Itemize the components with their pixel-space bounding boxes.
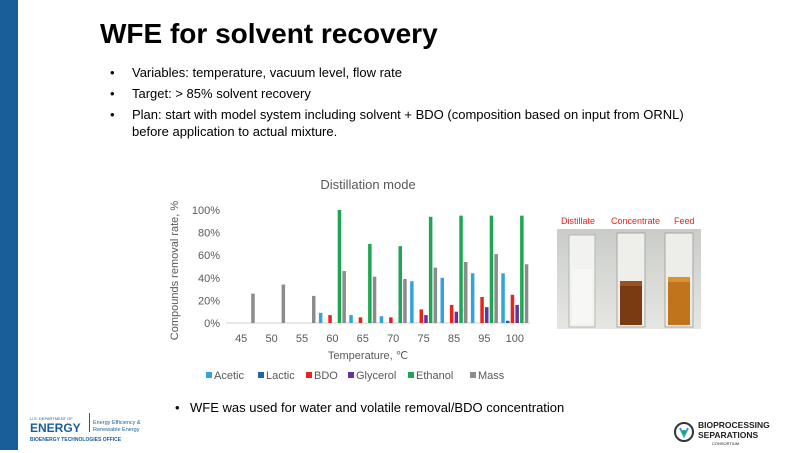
left-accent-bar: [0, 0, 18, 450]
bullet-item: Plan: start with model system including …: [110, 106, 710, 140]
x-tick-label: 50: [265, 333, 277, 345]
doe-sub: BIOENERGY TECHNOLOGIES OFFICE: [30, 437, 122, 443]
x-axis-label: Temperature, ℃: [328, 350, 408, 362]
bar-mass: [312, 295, 316, 323]
y-tick-label: 60%: [198, 250, 220, 262]
slide-title: WFE for solvent recovery: [100, 18, 438, 49]
x-tick-label: 45: [235, 333, 247, 345]
bar-glycerol: [454, 311, 459, 323]
doe-office1: Energy Efficiency &: [93, 420, 141, 426]
bar-bdo: [419, 309, 423, 323]
y-axis-label: Compounds removal rate, %: [169, 201, 181, 341]
bar-bdo: [328, 315, 332, 323]
legend-swatch: [348, 372, 354, 378]
legend-label: Lactic: [266, 370, 295, 382]
chart-title: Distillation mode: [320, 177, 415, 192]
x-tick-label: 70: [387, 333, 399, 345]
bar-glycerol: [485, 307, 489, 323]
chart-svg: Distillation mode 0% 20% 40% 60% 80% 100% Compo…: [169, 177, 530, 382]
x-tick-label: 85: [448, 333, 460, 345]
x-tick-label: 95: [478, 333, 490, 345]
bar-ethanol: [398, 246, 402, 323]
legend-swatch: [206, 372, 212, 378]
bar-acetic: [440, 277, 444, 323]
bar-mass: [524, 264, 529, 323]
bar-lactic: [506, 320, 510, 323]
doe-line2: ENERGY: [30, 421, 81, 435]
bar-ethanol: [368, 243, 372, 323]
bar-ethanol: [459, 215, 463, 323]
legend-swatch: [306, 372, 312, 378]
bsc-line3: CONSORTIUM: [712, 441, 739, 446]
y-tick-label: 100%: [192, 205, 220, 217]
photo-label-feed: Feed: [674, 216, 695, 226]
bar-bdo: [389, 317, 393, 323]
bar-mass: [251, 293, 255, 323]
x-tick-label: 55: [296, 333, 308, 345]
doe-office2: Renewable Energy: [93, 427, 140, 433]
x-tick-label: 75: [417, 333, 429, 345]
bullet-item: Target: > 85% solvent recovery: [110, 85, 710, 102]
y-tick-label: 80%: [198, 228, 220, 240]
bar-glycerol: [424, 315, 428, 323]
bullet-item: Variables: temperature, vacuum level, fl…: [110, 64, 710, 81]
bar-acetic: [349, 315, 353, 323]
x-tick-label: 60: [326, 333, 338, 345]
distillation-chart: Distillation mode 0% 20% 40% 60% 80% 100% Compo…: [160, 172, 540, 392]
bar-ethanol: [520, 215, 524, 323]
y-tick-label: 0%: [204, 318, 220, 330]
bar-glycerol: [515, 304, 519, 323]
x-tick-label: 100: [506, 333, 524, 345]
bsc-logo: BIOPROCESSING SEPARATIONS CONSORTIUM: [672, 418, 782, 448]
bar-acetic: [501, 273, 505, 323]
legend-label: BDO: [314, 370, 338, 382]
bar-mass: [464, 261, 468, 323]
y-tick-label: 20%: [198, 295, 220, 307]
bullet-list: Variables: temperature, vacuum level, fl…: [110, 64, 710, 144]
bsc-mark-icon: [674, 422, 694, 442]
bar-ethanol: [337, 210, 342, 323]
bar-bdo: [510, 294, 515, 323]
y-tick-label: 40%: [198, 273, 220, 285]
bar-acetic: [318, 312, 323, 323]
bar-bdo: [358, 317, 363, 323]
bar-mass: [281, 284, 286, 323]
legend-label: Acetic: [214, 370, 244, 382]
legend-swatch: [408, 372, 414, 378]
bar-mass: [342, 271, 346, 323]
doe-logo: U.S. DEPARTMENT OF ENERGY Energy Efficie…: [30, 413, 180, 447]
bsc-line2: SEPARATIONS: [698, 430, 758, 440]
bar-acetic: [379, 316, 384, 323]
bar-bdo: [449, 304, 454, 323]
doe-logo-divider: [89, 413, 90, 432]
cuvettes-illustration: [557, 229, 701, 329]
bar-bdo: [480, 297, 484, 323]
photo-label-concentrate: Concentrate: [611, 216, 661, 226]
legend-swatch: [258, 372, 264, 378]
x-tick-label: 65: [357, 333, 369, 345]
legend-label: Mass: [478, 370, 505, 382]
doe-line1: U.S. DEPARTMENT OF: [30, 416, 73, 421]
bsc-line1: BIOPROCESSING: [698, 420, 770, 430]
bar-acetic: [470, 273, 475, 323]
legend-label: Ethanol: [416, 370, 453, 382]
bar-mass: [403, 278, 407, 323]
legend-label: Glycerol: [356, 370, 396, 382]
bar-acetic: [410, 281, 414, 323]
cuvettes-photo: [557, 229, 701, 329]
photo-label-distillate: Distillate: [561, 216, 596, 226]
bar-mass: [372, 276, 377, 323]
bottom-bullet: WFE was used for water and volatile remo…: [175, 400, 564, 415]
bar-ethanol: [489, 215, 494, 323]
bar-ethanol: [428, 216, 433, 323]
bar-mass: [494, 254, 498, 323]
legend-swatch: [470, 372, 476, 378]
bar-mass: [433, 267, 438, 323]
